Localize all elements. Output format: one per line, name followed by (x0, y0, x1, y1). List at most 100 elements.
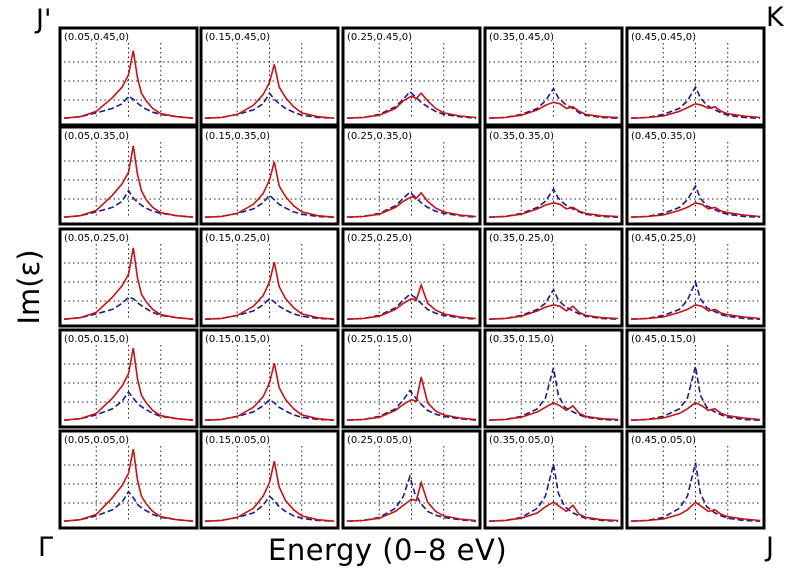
panel: (0.45,0.25,0) (625, 227, 766, 328)
series-solid-line (204, 64, 335, 119)
panel: (0.15,0.05,0) (199, 429, 340, 530)
corner-label-bottom-left: Γ (38, 532, 54, 563)
series-solid-line (63, 347, 194, 421)
panel-frame (625, 26, 766, 127)
panel-frame (58, 125, 199, 226)
panel: (0.15,0.15,0) (199, 328, 340, 429)
series-dashed-line (630, 462, 761, 522)
series-solid-line (630, 201, 761, 218)
panel-label: (0.45,0.35,0) (631, 131, 696, 142)
panel: (0.35,0.05,0) (483, 429, 624, 530)
series-dashed-line (204, 494, 335, 522)
panel-label: (0.35,0.35,0) (489, 131, 554, 142)
series-dashed-line (630, 279, 761, 320)
series-dashed-line (630, 366, 761, 421)
series-solid-line (488, 401, 619, 421)
panel: (0.25,0.35,0) (341, 125, 482, 226)
panel-frame (341, 328, 482, 429)
panel-label: (0.35,0.15,0) (489, 334, 554, 345)
panel-label: (0.15,0.45,0) (205, 32, 270, 43)
panel: (0.35,0.25,0) (483, 227, 624, 328)
panel-frame (199, 125, 340, 226)
panel-frame (625, 429, 766, 530)
series-dashed-line (63, 390, 194, 421)
panel-frame (341, 26, 482, 127)
panel-label: (0.35,0.25,0) (489, 233, 554, 244)
panel: (0.45,0.45,0) (625, 26, 766, 127)
panel: (0.25,0.45,0) (341, 26, 482, 127)
panel: (0.45,0.05,0) (625, 429, 766, 530)
series-solid-line (204, 262, 335, 320)
series-solid-line (346, 191, 477, 218)
panel-label: (0.25,0.15,0) (347, 334, 412, 345)
panel-frame (199, 328, 340, 429)
panel-frame (58, 328, 199, 429)
panel-label: (0.05,0.05,0) (64, 435, 129, 446)
series-solid-line (63, 145, 194, 218)
series-solid-line (488, 201, 619, 218)
panel-frame (483, 328, 624, 429)
panel: (0.05,0.15,0) (58, 328, 199, 429)
panel-frame (483, 26, 624, 127)
series-solid-line (630, 102, 761, 119)
panel-label: (0.05,0.35,0) (64, 131, 129, 142)
series-dashed-line (204, 91, 335, 119)
panel: (0.25,0.05,0) (341, 429, 482, 530)
panel-label: (0.15,0.25,0) (205, 233, 270, 244)
corner-label-top-left: J' (36, 4, 52, 35)
series-solid-line (488, 101, 619, 119)
panel: (0.15,0.35,0) (199, 125, 340, 226)
panel-frame (625, 328, 766, 429)
panel-label: (0.45,0.05,0) (631, 435, 696, 446)
series-solid-line (630, 303, 761, 320)
panel-label: (0.05,0.45,0) (64, 32, 129, 43)
series-solid-line (204, 363, 335, 421)
panel-label: (0.15,0.35,0) (205, 131, 270, 142)
panel-label: (0.15,0.15,0) (205, 334, 270, 345)
panel-label: (0.25,0.05,0) (347, 435, 412, 446)
panel-label: (0.35,0.45,0) (489, 32, 554, 43)
panel: (0.35,0.35,0) (483, 125, 624, 226)
panel: (0.15,0.25,0) (199, 227, 340, 328)
panel-label: (0.25,0.35,0) (347, 131, 412, 142)
series-solid-line (346, 479, 477, 522)
series-solid-line (204, 161, 335, 218)
panel-frame (199, 26, 340, 127)
series-solid-line (346, 91, 477, 119)
series-solid-line (346, 376, 477, 421)
panel-frame (199, 227, 340, 328)
series-solid-line (488, 501, 619, 522)
panel-label: (0.05,0.25,0) (64, 233, 129, 244)
panel-label: (0.15,0.05,0) (205, 435, 270, 446)
series-solid-line (630, 401, 761, 421)
panel-frame (625, 227, 766, 328)
panel: (0.05,0.05,0) (58, 429, 199, 530)
panel-frame (341, 227, 482, 328)
series-dashed-line (63, 95, 194, 119)
series-dashed-line (488, 367, 619, 421)
panel-frame (341, 429, 482, 530)
series-solid-line (63, 247, 194, 320)
panel: (0.35,0.45,0) (483, 26, 624, 127)
corner-label-top-right: K (766, 2, 784, 33)
panel: (0.45,0.35,0) (625, 125, 766, 226)
series-solid-line (346, 282, 477, 320)
panel: (0.15,0.45,0) (199, 26, 340, 127)
panel: (0.05,0.35,0) (58, 125, 199, 226)
panel: (0.35,0.15,0) (483, 328, 624, 429)
panel-frame (483, 227, 624, 328)
series-solid-line (488, 303, 619, 320)
x-axis-label: Energy (0–8 eV) (268, 533, 508, 567)
panel-label: (0.05,0.15,0) (64, 334, 129, 345)
series-dashed-line (630, 184, 761, 218)
series-dashed-line (63, 189, 194, 218)
series-dashed-line (630, 85, 761, 119)
panel-frame (58, 429, 199, 530)
series-solid-line (204, 461, 335, 522)
panel-frame (483, 429, 624, 530)
corner-label-bottom-right: J (766, 532, 774, 563)
panel-frame (341, 125, 482, 226)
panel: (0.45,0.15,0) (625, 328, 766, 429)
